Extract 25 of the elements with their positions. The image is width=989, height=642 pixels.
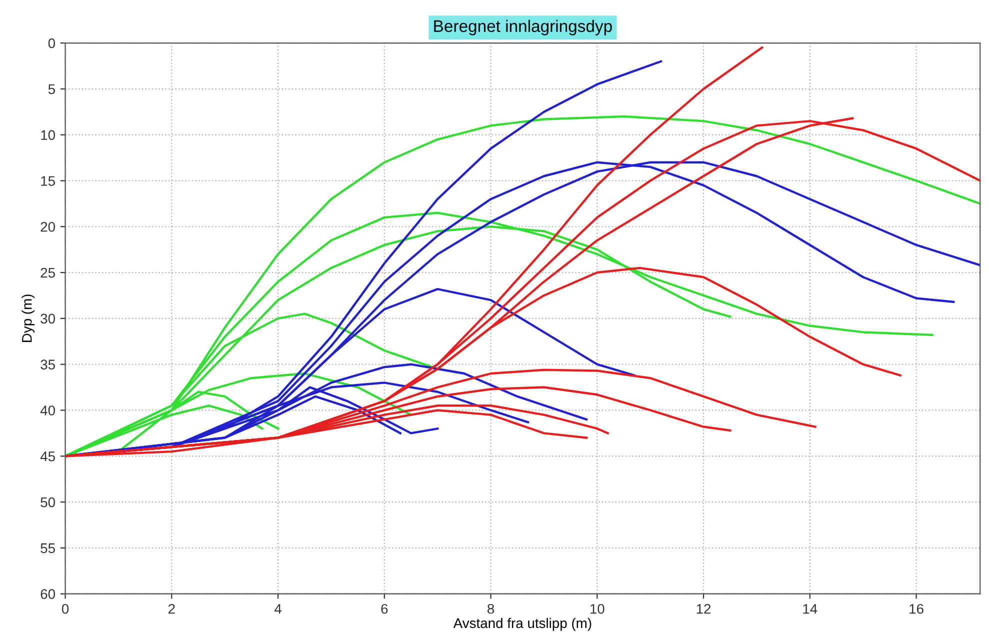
y-tick-label: 55: [40, 543, 55, 554]
chart-title: Beregnet innlagringsdyp: [434, 20, 612, 36]
y-axis-title: Dyp (m): [22, 294, 35, 342]
y-tick-label: 50: [40, 497, 56, 508]
x-tick-label: 12: [696, 604, 711, 614]
x-tick-label: 6: [381, 604, 388, 614]
y-tick-label: 20: [40, 222, 56, 232]
y-tick-label: 60: [40, 589, 56, 600]
y-tick-label: 25: [40, 268, 55, 278]
x-tick-label: 8: [488, 604, 494, 614]
x-tick-label: 10: [590, 604, 604, 614]
y-tick-label: 45: [40, 452, 55, 462]
x-tick-label: 2: [168, 604, 175, 614]
y-tick-label: 40: [40, 406, 56, 416]
x-tick-label: 16: [910, 604, 924, 614]
y-tick-label: 35: [40, 360, 55, 370]
y-tick-label: 30: [40, 314, 56, 324]
y-tick-label: 0: [48, 38, 56, 48]
x-tick-label: 4: [274, 604, 282, 614]
y-tick-label: 15: [41, 176, 55, 186]
y-tick-label: 5: [48, 84, 55, 94]
y-tick-label: 10: [41, 130, 56, 140]
x-axis-title: Avstand fra utslipp (m): [453, 618, 592, 631]
x-tick-label: 14: [803, 604, 818, 614]
x-tick-label: 0: [62, 604, 69, 614]
